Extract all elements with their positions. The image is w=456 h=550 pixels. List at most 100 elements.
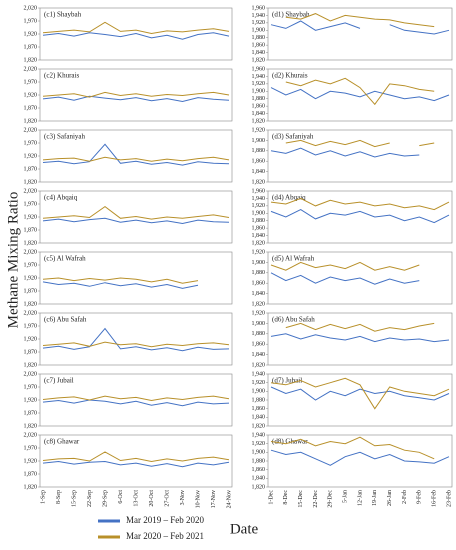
- series-line: [42, 21, 230, 35]
- x-tick-label: 1-Sep: [40, 490, 46, 504]
- series-line: [285, 77, 435, 106]
- y-tick-label: 1,860: [252, 104, 266, 110]
- x-tick-label: 29-Sep: [102, 490, 108, 507]
- y-tick-label: 2,020: [24, 249, 38, 255]
- y-tick-label: 1,920: [24, 214, 38, 220]
- y-tick-label: 1,860: [252, 342, 266, 348]
- y-tick-label: 1,840: [252, 352, 266, 358]
- y-tick-label: 1,920: [24, 153, 38, 159]
- y-tick-label: 1,860: [252, 226, 266, 232]
- y-tick-label: 1,820: [252, 362, 266, 368]
- y-tick-label: 1,880: [252, 270, 266, 276]
- y-tick-label: 1,920: [252, 441, 266, 447]
- series-line: [270, 87, 450, 102]
- x-tick-label: 12-Jan: [357, 490, 363, 506]
- series-line: [42, 341, 230, 348]
- y-tick-label: 1,860: [252, 159, 266, 165]
- y-tick-label: 1,880: [252, 148, 266, 154]
- y-tick-label: 1,940: [252, 371, 266, 377]
- panel-frame: [39, 68, 233, 122]
- x-tick-label: 3-Nov: [180, 490, 186, 505]
- y-tick-label: 1,880: [252, 331, 266, 337]
- y-tick-label: 2,020: [24, 127, 38, 133]
- y-tick-label: 1,880: [252, 458, 266, 464]
- series-line: [285, 139, 435, 148]
- panel-title: (d2) Khurais: [272, 72, 308, 80]
- legend-label: Mar 2019 – Feb 2020: [126, 515, 204, 525]
- y-tick-label: 1,900: [252, 28, 266, 34]
- y-tick-label: 2,020: [24, 432, 38, 438]
- y-tick-label: 1,860: [252, 406, 266, 412]
- x-tick-label: 9-Feb: [417, 490, 423, 504]
- panel-frame: [267, 373, 453, 427]
- y-tick-label: 1,920: [24, 336, 38, 342]
- series-line: [42, 32, 230, 40]
- y-tick-label: 2,020: [24, 188, 38, 194]
- y-tick-label: 1,940: [252, 74, 266, 80]
- panel-frame: [39, 251, 233, 305]
- y-tick-label: 1,820: [252, 179, 266, 185]
- series-line: [270, 386, 450, 401]
- series-line: [270, 377, 450, 410]
- y-tick-label: 1,920: [252, 310, 266, 316]
- y-tick-label: 1,870: [24, 44, 38, 50]
- series-line: [270, 333, 450, 343]
- panel-title: (c7) Jubail: [44, 377, 74, 385]
- y-tick-label: 1,870: [24, 349, 38, 355]
- y-axis-label: Methane Mixing Ratio: [5, 192, 21, 329]
- y-tick-label: 1,820: [252, 301, 266, 307]
- x-tick-label: 8-Sep: [56, 490, 62, 504]
- panel-frame: [39, 129, 233, 183]
- y-tick-label: 1,940: [252, 196, 266, 202]
- y-tick-label: 1,970: [24, 201, 38, 207]
- series-line: [42, 399, 230, 407]
- y-tick-label: 1,860: [252, 467, 266, 473]
- y-tick-label: 1,820: [24, 301, 38, 307]
- series-line: [270, 209, 450, 224]
- series-line: [285, 13, 435, 28]
- y-tick-label: 1,820: [24, 179, 38, 185]
- y-tick-label: 1,920: [24, 92, 38, 98]
- panel-title: (d4) Abqaiq: [272, 194, 306, 202]
- x-tick-label: 22-Sep: [87, 490, 93, 507]
- series-line: [270, 436, 435, 460]
- panel-frame: [39, 312, 233, 366]
- panel-title: (d8) Ghawar: [272, 438, 308, 446]
- series-line: [285, 322, 435, 332]
- y-tick-label: 1,920: [24, 275, 38, 281]
- y-tick-label: 1,970: [24, 323, 38, 329]
- y-tick-label: 2,020: [24, 310, 38, 316]
- y-tick-label: 1,960: [252, 5, 266, 11]
- y-tick-label: 1,940: [252, 13, 266, 19]
- x-tick-label: 6-Oct: [118, 490, 124, 504]
- y-tick-label: 1,880: [252, 35, 266, 41]
- y-tick-label: 2,020: [24, 66, 38, 72]
- y-tick-label: 1,960: [252, 66, 266, 72]
- x-tick-label: 2-Feb: [402, 490, 408, 504]
- y-tick-label: 1,840: [252, 169, 266, 175]
- y-tick-label: 1,920: [24, 31, 38, 37]
- y-tick-label: 1,820: [252, 423, 266, 429]
- x-tick-label: 27-Oct: [164, 490, 170, 507]
- y-tick-label: 1,880: [252, 397, 266, 403]
- series-line: [42, 91, 230, 98]
- y-tick-label: 1,840: [252, 233, 266, 239]
- panel-frame: [267, 68, 453, 122]
- panel-title: (d7) Jubail: [272, 377, 302, 385]
- x-tick-label: 24-Nov: [226, 490, 232, 508]
- legend-label: Mar 2020 – Feb 2021: [126, 531, 204, 541]
- y-tick-label: 1,820: [252, 484, 266, 490]
- series-line: [270, 197, 450, 211]
- y-tick-label: 1,920: [252, 81, 266, 87]
- y-tick-label: 1,820: [252, 118, 266, 124]
- y-tick-label: 1,820: [24, 240, 38, 246]
- x-tick-label: 22-Dec: [313, 490, 319, 508]
- y-tick-label: 1,840: [252, 50, 266, 56]
- y-tick-label: 1,970: [24, 140, 38, 146]
- series-line: [42, 395, 230, 402]
- panel-frame: [39, 434, 233, 488]
- y-tick-label: 1,820: [24, 484, 38, 490]
- y-tick-label: 1,970: [24, 445, 38, 451]
- y-tick-label: 1,840: [252, 111, 266, 117]
